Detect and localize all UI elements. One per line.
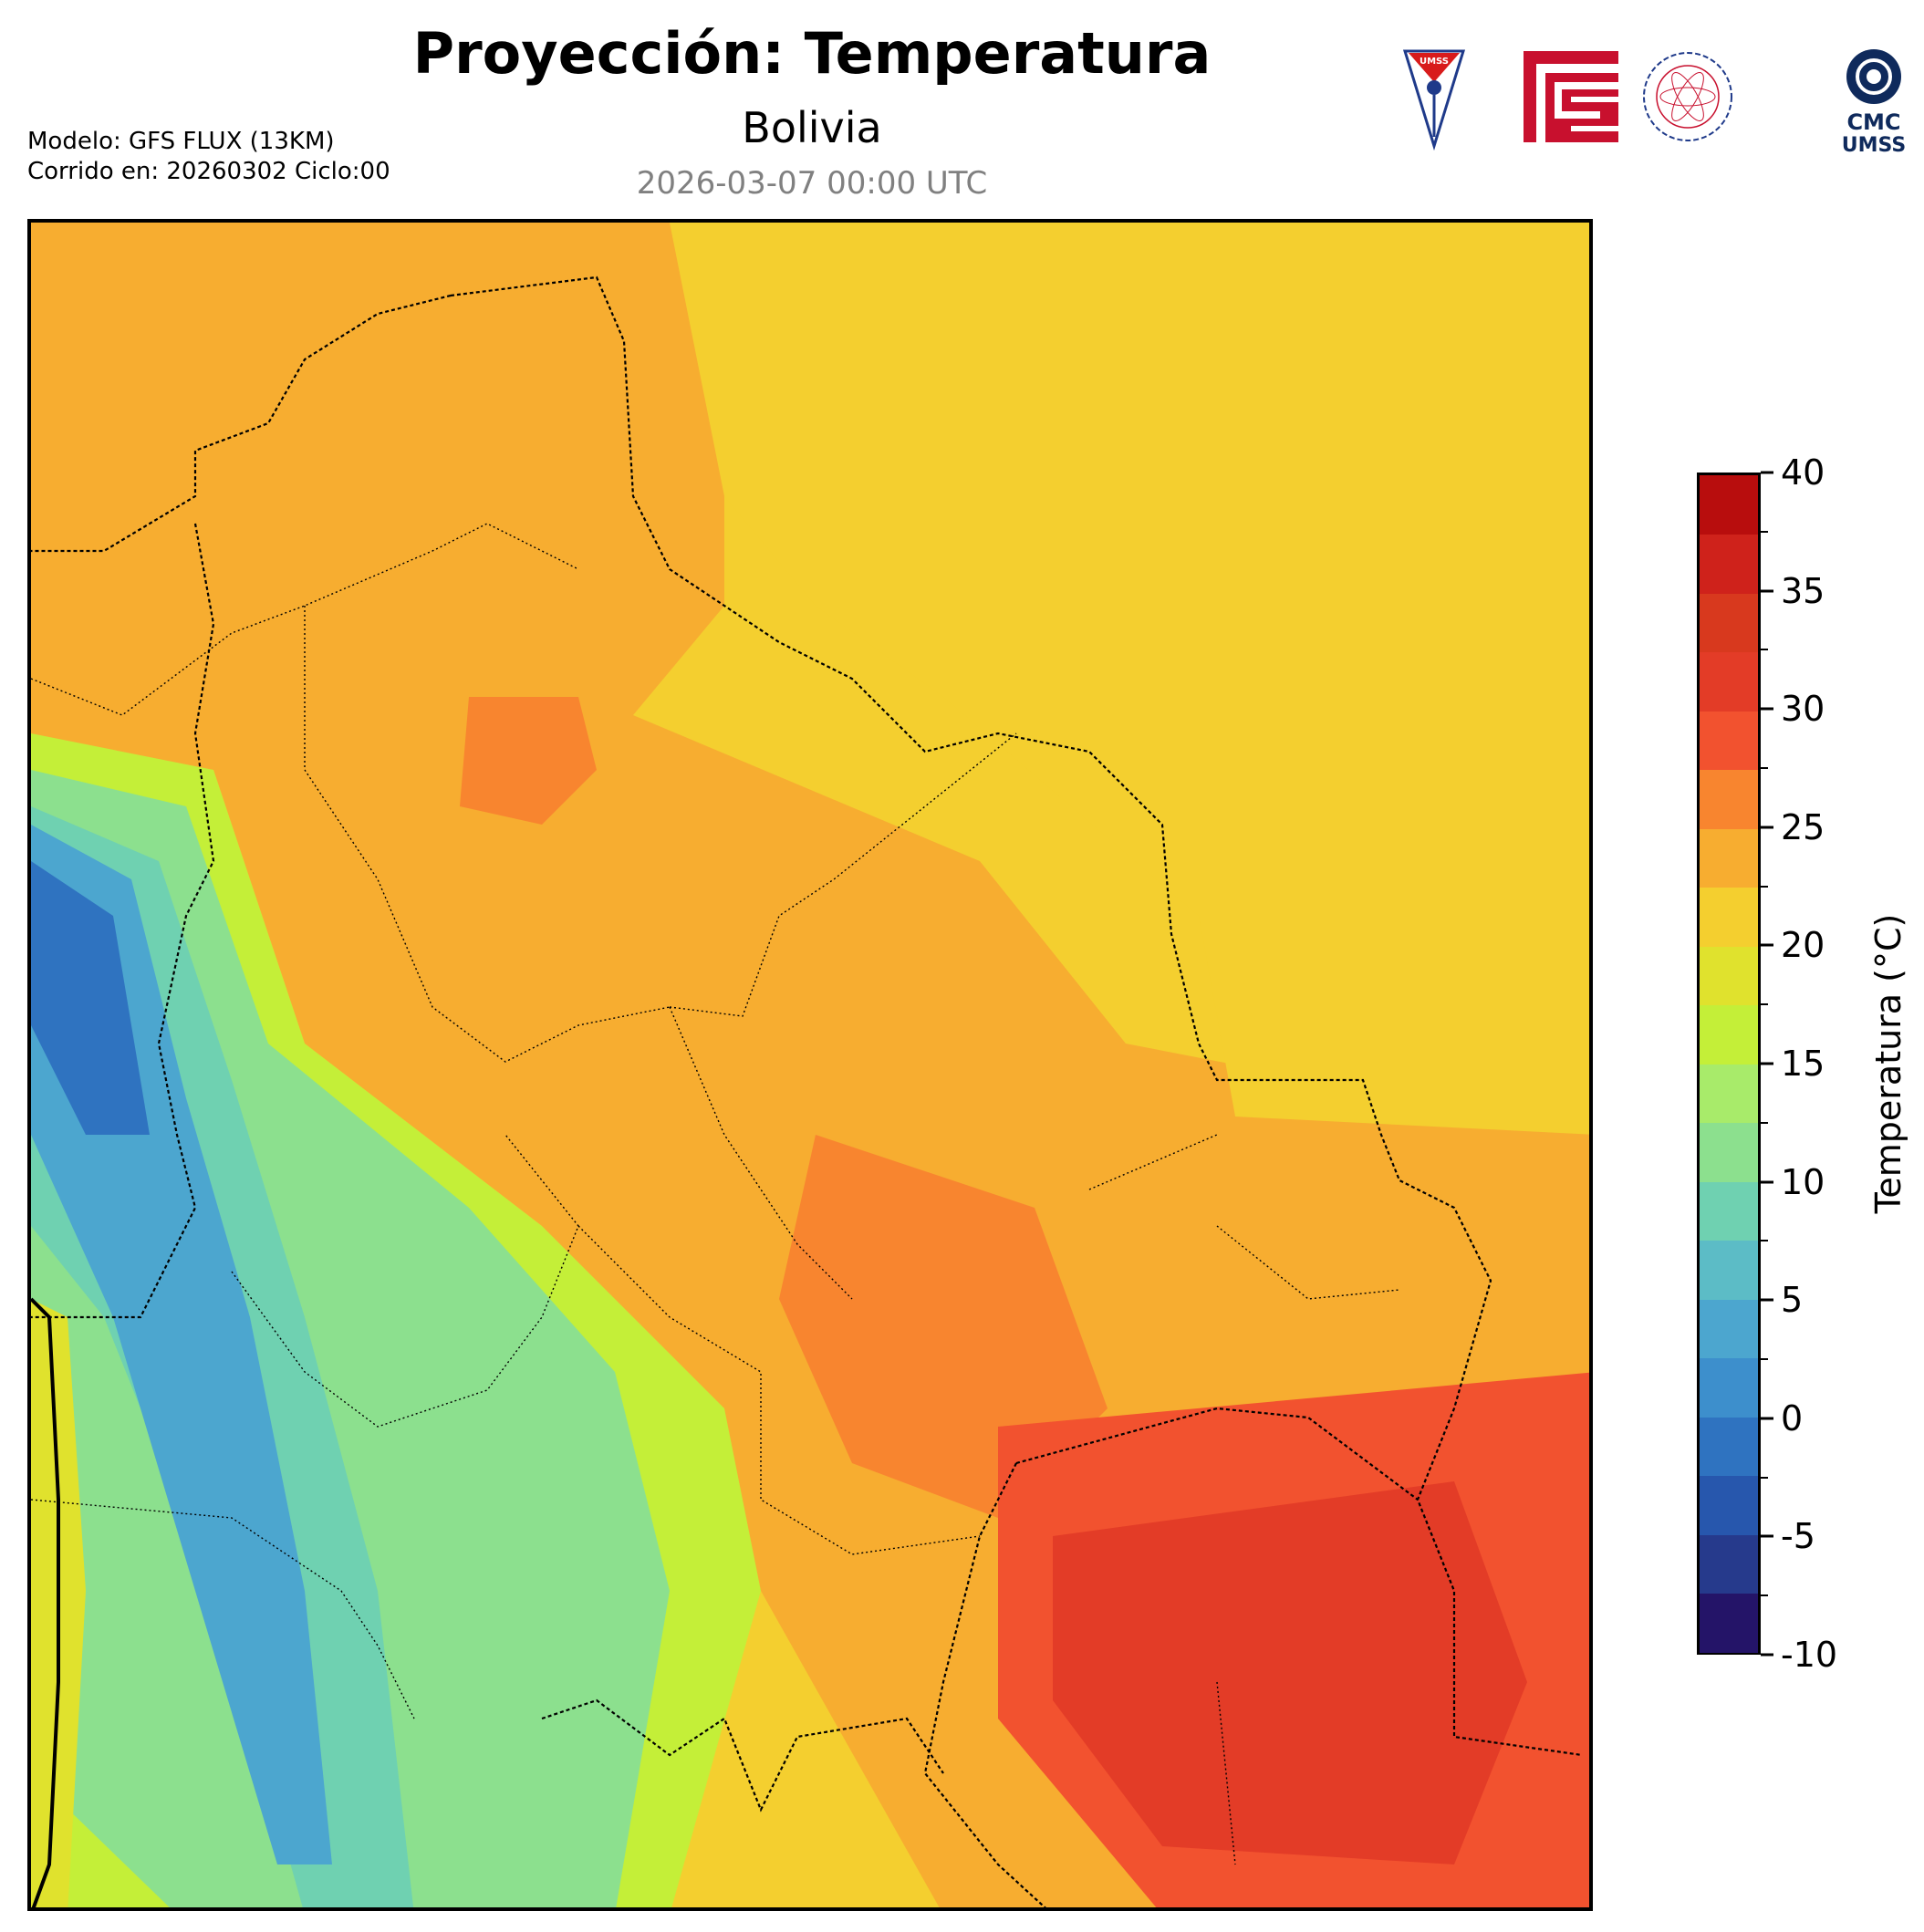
colorbar-major-tick	[1761, 589, 1773, 593]
colorbar-segment	[1700, 1181, 1758, 1241]
department-borders	[31, 523, 1400, 1865]
colorbar-minor-tick	[1761, 1003, 1768, 1006]
colorbar-minor-tick	[1761, 649, 1768, 651]
colorbar-segment	[1700, 651, 1758, 712]
temperature-map	[27, 219, 1593, 1911]
colorbar-tick-label: 40	[1781, 452, 1825, 493]
colorbar-tick-label: 15	[1781, 1044, 1825, 1084]
colorbar-tick-label: -5	[1781, 1516, 1815, 1557]
colorbar-minor-tick	[1761, 1240, 1768, 1242]
national-borders	[31, 275, 1583, 1907]
umss-logo: UMSS	[1402, 49, 1466, 151]
colorbar-major-tick	[1761, 707, 1773, 711]
northeast-warm	[670, 223, 1589, 1135]
colorbar-major-tick	[1761, 471, 1773, 474]
colorbar-tick-label: 0	[1781, 1397, 1804, 1439]
map-title: Proyección: Temperatura	[412, 20, 1212, 87]
colorbar-segment	[1700, 1240, 1758, 1300]
colorbar-segment	[1700, 1357, 1758, 1418]
cmc-logo: CMC UMSS	[1842, 49, 1906, 157]
colorbar-minor-tick	[1761, 1121, 1768, 1124]
colorbar-minor-tick	[1761, 767, 1768, 769]
colorbar-minor-tick	[1761, 885, 1768, 888]
colorbar-major-tick	[1761, 1534, 1773, 1538]
colorbar-tick-label: 5	[1781, 1280, 1804, 1321]
colorbar-segment	[1700, 1417, 1758, 1476]
logos-svg: UMSS CMC UMSS	[1402, 49, 1906, 157]
colorbar-major-tick	[1761, 1298, 1773, 1302]
model-info: Modelo: GFS FLUX (13KM)	[27, 128, 335, 155]
colorbar-tick-label: 35	[1781, 570, 1825, 611]
physics-dept-seal	[1643, 52, 1732, 141]
colorbar-major-tick	[1761, 943, 1773, 947]
colorbar-segment	[1700, 1064, 1758, 1123]
valid-time: 2026-03-07 00:00 UTC	[636, 165, 988, 202]
colorbar-major-tick	[1761, 1417, 1773, 1420]
colorbar-segment	[1700, 1004, 1758, 1065]
colorbar-segment	[1700, 1122, 1758, 1182]
cmc-logo-line1: CMC	[1846, 109, 1900, 135]
colorbar-minor-tick	[1761, 1476, 1768, 1479]
very-hot-patch-2	[779, 1135, 1108, 1518]
colorbar-segment	[1700, 1299, 1758, 1358]
fcyt-logo	[1524, 51, 1618, 142]
umss-logo-text: UMSS	[1420, 57, 1449, 67]
colorbar-label: Temperatura (°C)	[1868, 913, 1908, 1214]
colorbar-tick-label: 25	[1781, 806, 1825, 847]
colorbar-segment	[1700, 1534, 1758, 1594]
map-svg	[31, 223, 1589, 1907]
colorbar-segment	[1700, 534, 1758, 594]
colorbar-major-tick	[1761, 1653, 1773, 1657]
colorbar-ticks: -10 -5 0 5 10 15 20 25 30 35 40	[1761, 452, 1852, 1675]
colorbar-segment	[1700, 769, 1758, 829]
colorbar-segment	[1700, 887, 1758, 947]
logo-strip: UMSS CMC UMSS	[1396, 46, 1907, 157]
colorbar-segment	[1700, 828, 1758, 888]
colorbar-segment	[1700, 475, 1758, 535]
extreme-region-inner	[1053, 1481, 1527, 1864]
colorbar-segment	[1700, 593, 1758, 652]
colorbar-tick-label: -10	[1781, 1635, 1838, 1675]
temperature-colorbar	[1697, 473, 1761, 1655]
colorbar-minor-tick	[1761, 1594, 1768, 1597]
colorbar-segment	[1700, 711, 1758, 770]
colorbar-major-tick	[1761, 1062, 1773, 1065]
colorbar-tick-label: 30	[1781, 689, 1825, 730]
pacific-coastline	[31, 1297, 60, 1907]
colorbar-segment	[1700, 1475, 1758, 1535]
colorbar-major-tick	[1761, 1180, 1773, 1184]
cmc-logo-line2: UMSS	[1842, 134, 1906, 155]
colorbar-segment	[1700, 1593, 1758, 1653]
colorbar-minor-tick	[1761, 530, 1768, 533]
colorbar-tick-label: 20	[1781, 925, 1825, 966]
region-subtitle: Bolivia	[742, 103, 882, 152]
very-hot-patch-1	[460, 697, 597, 825]
colorbar-segment	[1700, 946, 1758, 1005]
frigid-core	[31, 861, 150, 1135]
colorbar-major-tick	[1761, 826, 1773, 829]
colorbar-tick-label: 10	[1781, 1161, 1825, 1202]
run-info: Corrido en: 20260302 Ciclo:00	[27, 158, 390, 185]
colorbar-minor-tick	[1761, 1358, 1768, 1360]
